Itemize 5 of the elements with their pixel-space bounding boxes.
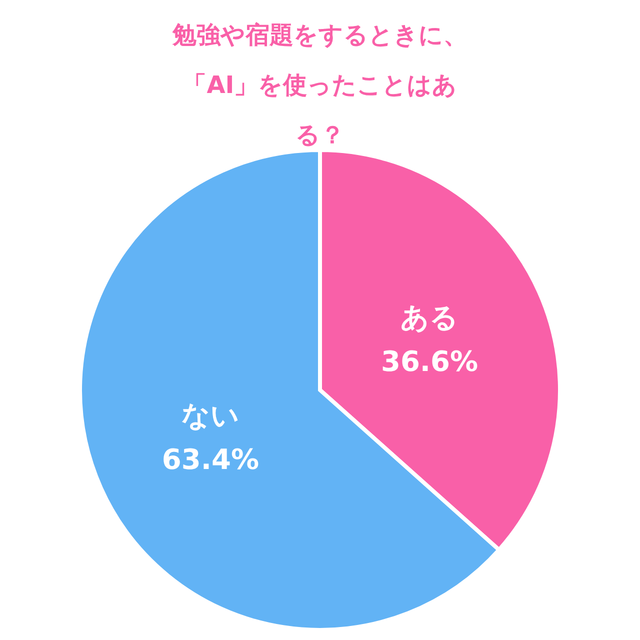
chart-title: 勉強や宿題をするときに、「AI」を使ったことはある？ xyxy=(171,20,468,151)
slice-label: ない xyxy=(181,399,240,432)
data-label: 63.4% xyxy=(162,443,260,476)
slice-label: ある xyxy=(400,300,459,334)
data-label: 36.6% xyxy=(380,344,478,378)
